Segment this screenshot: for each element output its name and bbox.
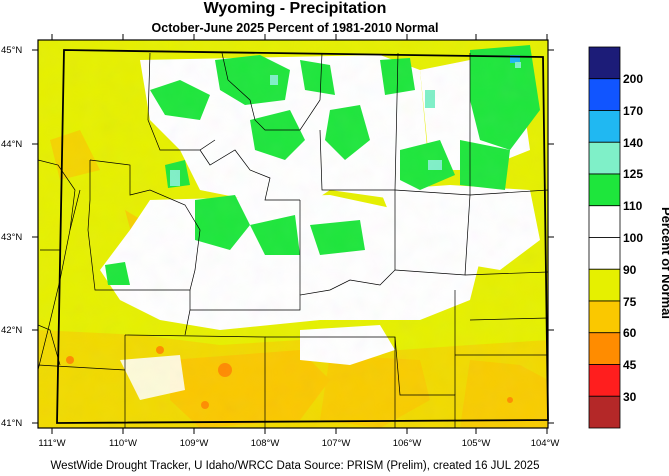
colorbar-swatch	[588, 364, 621, 397]
lat-label-45: 45°N	[1, 45, 22, 56]
colorbar-label-170: 170	[623, 104, 644, 118]
map-title: Wyoming - Precipitation	[203, 0, 387, 17]
colorbar-label-60: 60	[623, 326, 637, 340]
colorbar-swatch	[588, 78, 621, 111]
precip-field	[38, 40, 548, 428]
lon-label-111: 111°W	[38, 438, 65, 449]
lon-label-110: 110°W	[109, 438, 137, 449]
lat-label-41: 41°N	[1, 418, 22, 429]
colorbar-label-200: 200	[623, 72, 644, 86]
lon-label-104: 104°W	[531, 438, 560, 449]
colorbar-title: Percent of Normal	[659, 207, 669, 319]
plot-frame	[37, 39, 549, 429]
footer-credit: WestWide Drought Tracker, U Idaho/WRCC D…	[50, 460, 540, 472]
colorbar	[588, 46, 621, 429]
lon-label-108: 108°W	[251, 438, 280, 449]
map-subtitle: October-June 2025 Percent of 1981-2010 N…	[151, 21, 439, 35]
colorbar-label-140: 140	[623, 136, 644, 150]
lon-label-107: 107°W	[322, 438, 351, 449]
lon-label-106: 106°W	[393, 438, 422, 449]
colorbar-label-110: 110	[623, 199, 643, 213]
lon-ticks	[51, 34, 548, 434]
colorbar-swatch	[588, 300, 621, 334]
colorbar-label-90: 90	[623, 263, 637, 277]
lat-label-43: 43°N	[1, 232, 22, 243]
lon-label-109: 109°W	[180, 438, 209, 449]
colorbar-label-125: 125	[623, 167, 644, 181]
colorbar-label-75: 75	[623, 295, 637, 309]
colorbar-swatch	[588, 395, 621, 429]
county-boundaries	[38, 52, 548, 428]
lat-ticks	[32, 49, 554, 424]
colorbar-swatch	[588, 46, 621, 80]
colorbar-swatch	[588, 173, 621, 207]
colorbar-swatch	[588, 332, 621, 365]
colorbar-label-100: 100	[623, 231, 644, 245]
lon-label-105: 105°W	[462, 438, 491, 449]
colorbar-label-30: 30	[623, 390, 637, 404]
lat-label-42: 42°N	[1, 325, 22, 336]
colorbar-swatch	[588, 205, 621, 238]
colorbar-label-45: 45	[623, 358, 637, 372]
colorbar-swatch	[588, 237, 621, 270]
colorbar-swatch	[588, 141, 621, 175]
colorbar-swatch	[588, 110, 621, 143]
lat-label-44: 44°N	[1, 139, 22, 150]
colorbar-swatch	[588, 268, 621, 302]
